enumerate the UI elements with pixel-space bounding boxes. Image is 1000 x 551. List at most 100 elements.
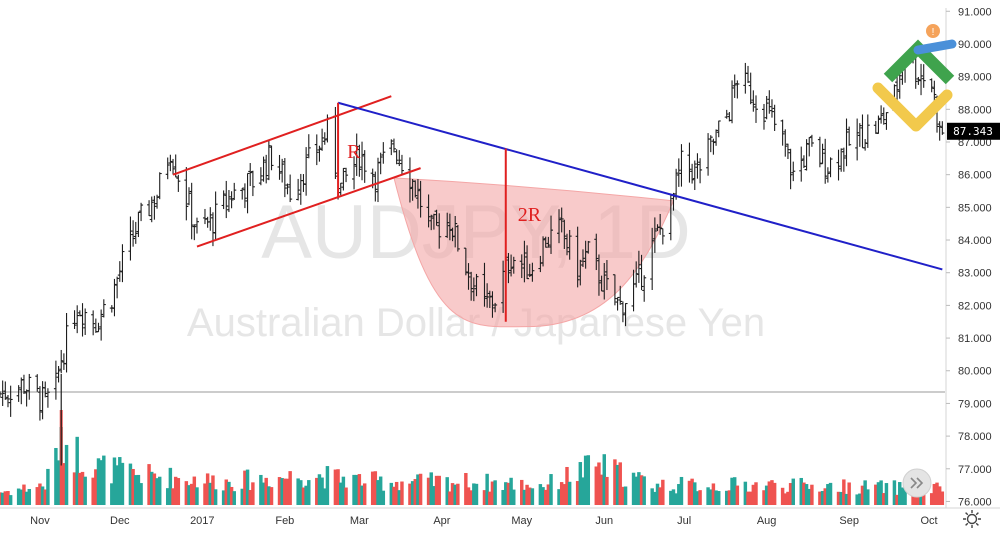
- price-bar: [639, 254, 644, 291]
- price-bar: [932, 80, 937, 103]
- volume-bar: [139, 483, 143, 505]
- price-bar: [865, 114, 870, 148]
- volume-bar: [898, 482, 902, 505]
- price-bar: [96, 322, 101, 333]
- price-bar: [407, 157, 412, 203]
- volume-bar: [826, 484, 830, 505]
- resistance-trendline: [337, 101, 943, 271]
- alert-badge[interactable]: [926, 24, 940, 38]
- volume-bar: [464, 473, 468, 505]
- volume-bar: [171, 488, 175, 505]
- volume-bar: [221, 490, 226, 505]
- volume-bar: [565, 466, 569, 505]
- price-bar: [229, 191, 234, 209]
- volume-bar: [378, 476, 383, 505]
- price-bar: [91, 310, 96, 336]
- price-bar: [157, 172, 162, 200]
- price-bar: [463, 247, 468, 276]
- volume-bar: [509, 477, 513, 505]
- price-bar: [652, 217, 657, 253]
- price-bar: [399, 154, 404, 176]
- volume-bar: [637, 472, 641, 505]
- volume-bar: [99, 460, 103, 505]
- price-bar: [320, 128, 325, 151]
- price-bar: [99, 309, 104, 341]
- price-bar: [115, 276, 120, 299]
- volume-bar: [711, 483, 716, 505]
- volume-bar: [267, 486, 271, 505]
- time-tick-label: Nov: [30, 515, 50, 527]
- volume-bar: [187, 485, 191, 505]
- price-bar: [232, 182, 237, 200]
- volume-bar: [586, 455, 591, 505]
- price-bar: [466, 263, 471, 290]
- volume-bar: [128, 463, 133, 505]
- volume-bar: [538, 484, 543, 505]
- price-tick-label: 90.000: [958, 39, 992, 51]
- price-bar: [226, 190, 231, 213]
- volume-bar: [488, 491, 492, 505]
- volume-bar: [642, 476, 646, 505]
- volume-bar: [277, 477, 282, 505]
- volume-bar: [770, 480, 774, 505]
- volume-bar: [83, 476, 87, 505]
- volume-bar: [466, 487, 471, 505]
- volume-bar: [320, 477, 324, 505]
- price-bar: [176, 174, 181, 192]
- price-bar: [618, 285, 623, 305]
- volume-bar: [842, 479, 846, 505]
- volume-bar: [786, 491, 790, 505]
- volume-bar: [389, 482, 394, 505]
- volume-bar: [639, 475, 644, 505]
- price-bar: [0, 391, 2, 398]
- volume-bar: [283, 478, 287, 505]
- price-bar: [413, 180, 418, 198]
- volume-bar: [301, 487, 306, 505]
- price-bar: [732, 74, 737, 98]
- price-bar: [895, 76, 900, 104]
- price-bar: [112, 278, 117, 317]
- volume-bar: [735, 485, 740, 505]
- settings-button[interactable]: [963, 510, 981, 528]
- price-bar: [362, 150, 367, 183]
- volume-bar: [78, 472, 82, 505]
- volume-bar: [490, 481, 495, 505]
- price-bar: [615, 296, 620, 311]
- volume-bar: [631, 472, 636, 505]
- time-tick-label: Oct: [920, 515, 937, 527]
- volume-bar: [935, 482, 939, 505]
- volume-bar: [695, 491, 700, 505]
- volume-bar: [559, 482, 564, 505]
- volume-bar: [288, 471, 292, 505]
- last-price-label: 87.343: [953, 125, 993, 138]
- price-bar: [620, 301, 625, 323]
- price-bar: [660, 228, 665, 245]
- price-bar: [876, 115, 881, 134]
- price-bar: [415, 179, 420, 209]
- volume-bar: [860, 485, 865, 505]
- volume-bar: [866, 489, 870, 505]
- price-bar: [785, 143, 790, 160]
- price-bar: [820, 143, 825, 165]
- volume-bar: [879, 480, 883, 505]
- scroll-to-latest-button[interactable]: [902, 468, 932, 498]
- volume-bar: [469, 490, 473, 505]
- volume-bar: [674, 493, 678, 505]
- price-bar: [360, 141, 365, 181]
- time-axis-ticks[interactable]: Nov Dec 2017 Feb Mar Apr May Jun Jul Aug Sep Oct: [30, 515, 937, 527]
- price-tick-label: 83.000: [958, 268, 992, 280]
- volume-bar: [525, 484, 529, 505]
- price-bar: [769, 99, 774, 118]
- price-bar: [525, 245, 530, 280]
- volume-bar: [679, 476, 684, 505]
- price-axis-ticks[interactable]: 76.000 77.000 78.000 79.000 80.000 81.000 82.0…: [946, 6, 992, 508]
- volume-bar: [64, 444, 69, 505]
- volume-bar: [724, 490, 729, 505]
- price-bar: [213, 191, 218, 240]
- volume-bar: [493, 480, 497, 505]
- price-bar: [490, 291, 495, 318]
- price-bar: [455, 224, 460, 252]
- price-bar: [879, 105, 884, 124]
